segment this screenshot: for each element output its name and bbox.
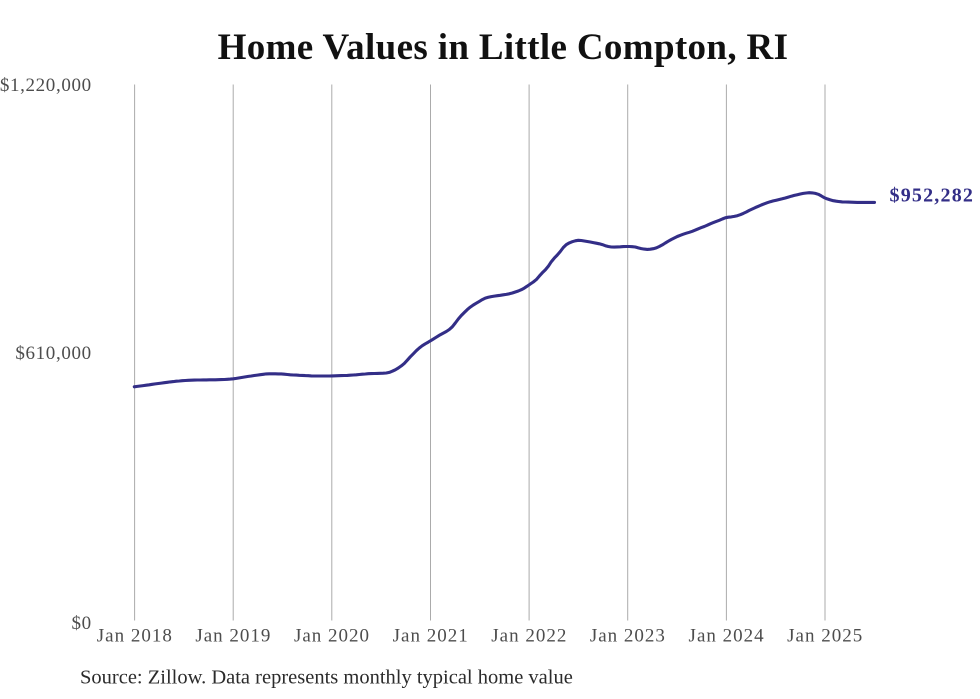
svg-text:Jan 2024: Jan 2024 <box>689 626 765 647</box>
svg-text:$0: $0 <box>71 613 91 634</box>
svg-text:Jan 2022: Jan 2022 <box>491 626 567 647</box>
svg-text:$610,000: $610,000 <box>15 343 91 364</box>
svg-text:Jan 2020: Jan 2020 <box>294 626 370 647</box>
svg-text:Jan 2023: Jan 2023 <box>590 626 666 647</box>
svg-text:$952,282: $952,282 <box>890 184 975 206</box>
svg-text:$1,220,000: $1,220,000 <box>0 75 92 96</box>
svg-text:Jan 2019: Jan 2019 <box>195 626 271 647</box>
svg-text:Source: Zillow. Data represent: Source: Zillow. Data represents monthly … <box>80 667 573 689</box>
svg-text:Home Values in Little Compton,: Home Values in Little Compton, RI <box>218 27 789 68</box>
svg-text:Jan 2025: Jan 2025 <box>787 626 863 647</box>
svg-text:Jan 2018: Jan 2018 <box>97 626 173 647</box>
svg-text:Jan 2021: Jan 2021 <box>393 626 469 647</box>
